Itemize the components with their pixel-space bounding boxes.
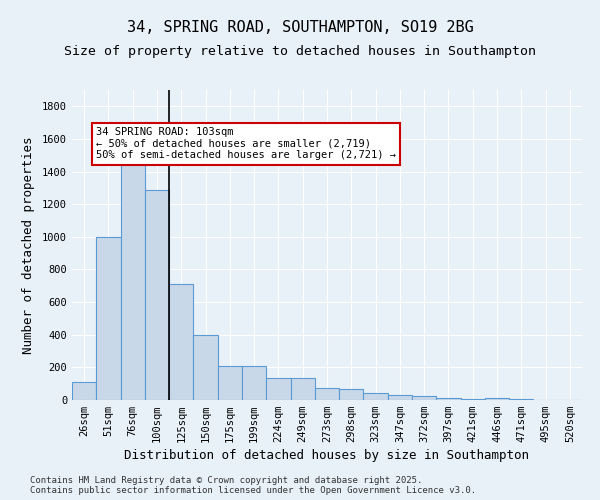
Bar (193, 334, 218, 400)
Bar (242, 366, 266, 400)
Text: 34, SPRING ROAD, SOUTHAMPTON, SO19 2BG: 34, SPRING ROAD, SOUTHAMPTON, SO19 2BG (127, 20, 473, 35)
Bar (509, 399, 533, 400)
Bar (436, 398, 461, 400)
Bar (315, 388, 339, 400)
Text: Contains HM Land Registry data © Crown copyright and database right 2025.
Contai: Contains HM Land Registry data © Crown c… (30, 476, 476, 495)
Bar (412, 396, 436, 400)
Y-axis label: Number of detached properties: Number of detached properties (22, 136, 35, 354)
Bar (121, 156, 145, 400)
Bar (96, 237, 121, 400)
Text: 34 SPRING ROAD: 103sqm
← 50% of detached houses are smaller (2,719)
50% of semi-: 34 SPRING ROAD: 103sqm ← 50% of detached… (96, 127, 396, 160)
Bar (485, 398, 509, 400)
Bar (364, 394, 388, 400)
Bar (290, 378, 315, 400)
X-axis label: Distribution of detached houses by size in Southampton: Distribution of detached houses by size … (125, 450, 530, 462)
Bar (218, 366, 242, 400)
Bar (339, 388, 364, 400)
Bar (72, 382, 96, 400)
Bar (266, 378, 290, 400)
Bar (461, 399, 485, 400)
Bar (388, 395, 412, 400)
Text: Size of property relative to detached houses in Southampton: Size of property relative to detached ho… (64, 45, 536, 58)
Bar (169, 284, 193, 400)
Bar (145, 190, 169, 400)
